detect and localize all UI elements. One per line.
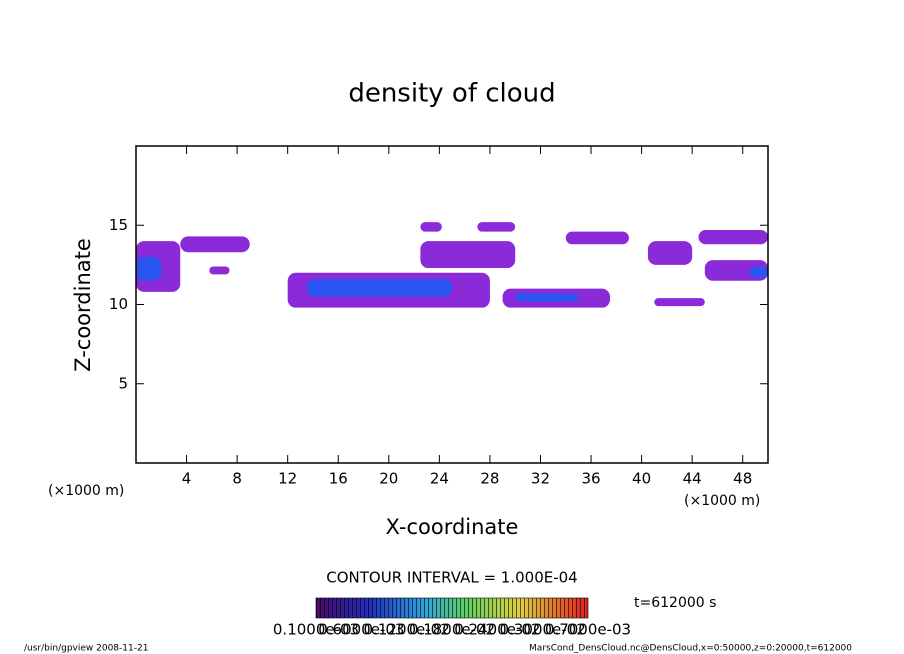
- x-tick-label: 48: [733, 470, 752, 488]
- cloud-region: [136, 256, 162, 281]
- cloud-region: [749, 266, 768, 278]
- cloud-region: [306, 279, 452, 297]
- cloud-region: [420, 222, 442, 232]
- colorbar-label: 0.7000e-03: [545, 621, 631, 639]
- x-tick-label: 40: [632, 470, 651, 488]
- x-tick-label: 28: [480, 470, 499, 488]
- footer-left: /usr/bin/gpview 2008-11-21: [24, 644, 148, 654]
- cloud-region: [515, 293, 579, 302]
- x-tick-label: 16: [329, 470, 348, 488]
- cloud-region: [477, 222, 516, 232]
- cloud-region: [180, 236, 250, 253]
- cloud-region: [420, 241, 516, 269]
- colorbar-label: 0.2400e-02: [454, 621, 540, 639]
- y-tick-label: 15: [109, 216, 128, 234]
- x-unit: (×1000 m): [48, 483, 124, 499]
- cloud-region: [654, 298, 705, 307]
- x-tick-label: 12: [278, 470, 297, 488]
- y-unit: (×1000 m): [684, 493, 760, 509]
- x-tick-label: 44: [683, 470, 702, 488]
- colorbar-label: 0.1200e-02: [364, 621, 450, 639]
- chart-title: density of cloud: [348, 79, 555, 109]
- x-axis-label: X-coordinate: [386, 515, 519, 539]
- colorbar-label: 0.6000e-03: [318, 621, 404, 639]
- time-label: t=612000 s: [634, 595, 716, 611]
- footer-right: MarsCond_DensCloud.nc@DensCloud,x=0:5000…: [529, 644, 852, 654]
- colorbar-label: 0.1000e-03: [273, 621, 359, 639]
- x-tick-label: 20: [379, 470, 398, 488]
- cloud-region: [647, 241, 693, 265]
- cloud-region: [698, 230, 768, 245]
- y-axis-label: Z-coordinate: [71, 238, 95, 372]
- x-tick-label: 36: [581, 470, 600, 488]
- y-tick-label: 5: [118, 374, 128, 392]
- y-tick-label: 10: [109, 295, 128, 313]
- cloud-region: [209, 266, 230, 275]
- cloud-region: [565, 231, 629, 245]
- x-tick-label: 4: [182, 470, 192, 488]
- x-tick-label: 24: [430, 470, 449, 488]
- colorbar-label: 0.1800e-02: [409, 621, 495, 639]
- colorbar-frame: [315, 597, 589, 619]
- colorbar-label: 0.3000e-02: [500, 621, 586, 639]
- contour-interval: CONTOUR INTERVAL = 1.000E-04: [326, 569, 577, 587]
- x-tick-label: 8: [232, 470, 242, 488]
- x-tick-label: 32: [531, 470, 550, 488]
